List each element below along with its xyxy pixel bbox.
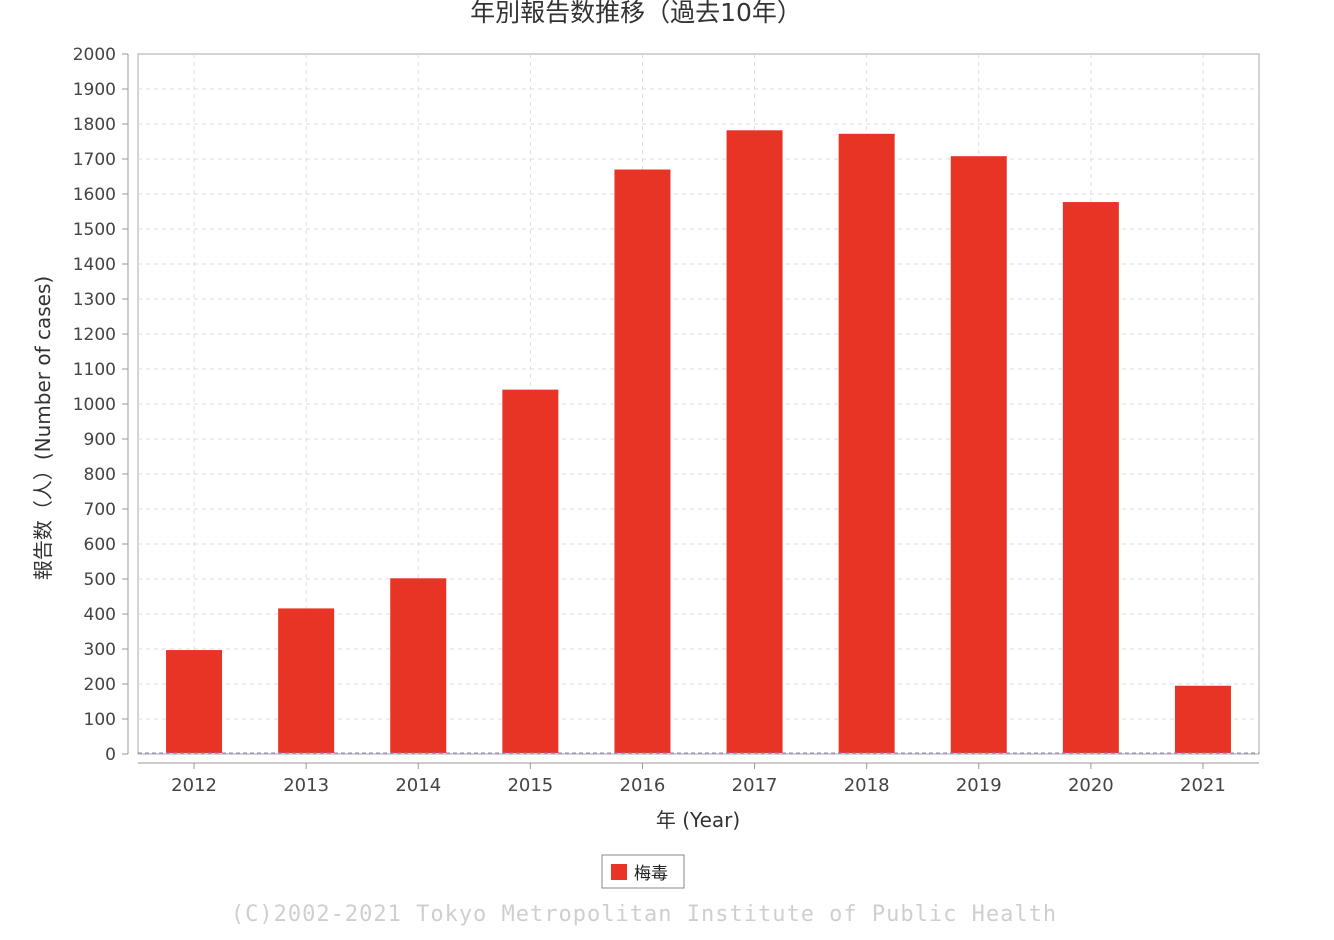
y-tick-label: 600 bbox=[84, 535, 116, 555]
y-tick-label: 1600 bbox=[73, 185, 116, 205]
y-tick-label: 1800 bbox=[73, 115, 116, 135]
bar-2017 bbox=[726, 130, 783, 754]
copyright-text: (C)2002-2021 Tokyo Metropolitan Institut… bbox=[231, 902, 1057, 927]
y-tick-label: 2000 bbox=[73, 45, 116, 65]
y-tick-label: 1700 bbox=[73, 150, 116, 170]
y-tick-label: 1100 bbox=[73, 360, 116, 380]
y-tick-label: 400 bbox=[84, 605, 116, 625]
x-tick-label: 2012 bbox=[171, 775, 217, 796]
y-tick-label: 1400 bbox=[73, 255, 116, 275]
y-tick-label: 1000 bbox=[73, 395, 116, 415]
y-axis: 0 100 200 300 400 500 600 700 800 900 1000 1100 1200… bbox=[73, 45, 128, 765]
x-axis-label: 年 (Year) bbox=[656, 808, 740, 832]
x-tick-label: 2016 bbox=[620, 775, 666, 796]
bar-2013 bbox=[278, 608, 335, 753]
x-axis: 2012 2013 2014 2015 2016 2017 2018 2019 2020 2021 bbox=[171, 763, 1226, 796]
bar-2012 bbox=[166, 650, 223, 753]
y-tick-label: 200 bbox=[84, 675, 116, 695]
x-tick-label: 2017 bbox=[732, 775, 778, 796]
x-tick-label: 2018 bbox=[844, 775, 890, 796]
x-tick-label: 2019 bbox=[956, 775, 1002, 796]
bar-2014 bbox=[390, 578, 447, 753]
y-axis-label: 報告数（人）(Number of cases) bbox=[31, 276, 55, 580]
x-tick-label: 2020 bbox=[1068, 775, 1114, 796]
x-tick-label: 2014 bbox=[395, 775, 441, 796]
y-tick-label: 1300 bbox=[73, 290, 116, 310]
chart-title: 年別報告数推移（過去10年） bbox=[470, 0, 802, 27]
y-tick-label: 700 bbox=[84, 500, 116, 520]
y-tick-label: 1200 bbox=[73, 325, 116, 345]
bar-2021 bbox=[1174, 685, 1231, 753]
bar-2018 bbox=[838, 133, 895, 754]
y-tick-label: 900 bbox=[84, 430, 116, 450]
x-tick-label: 2013 bbox=[283, 775, 329, 796]
bar-2020 bbox=[1062, 202, 1119, 754]
y-tick-label: 500 bbox=[84, 570, 116, 590]
y-tick-label: 0 bbox=[105, 745, 116, 765]
x-tick-label: 2015 bbox=[507, 775, 553, 796]
legend-label: 梅毒 bbox=[634, 864, 668, 884]
bar-2019 bbox=[950, 156, 1007, 753]
y-tick-label: 300 bbox=[84, 640, 116, 660]
bars bbox=[166, 130, 1231, 754]
y-tick-label: 100 bbox=[84, 710, 116, 730]
y-tick-label: 1500 bbox=[73, 220, 116, 240]
x-tick-label: 2021 bbox=[1180, 775, 1226, 796]
bar-2016 bbox=[614, 169, 671, 753]
legend: 梅毒 bbox=[601, 854, 685, 889]
y-tick-label: 800 bbox=[84, 465, 116, 485]
y-tick-label: 1900 bbox=[73, 80, 116, 100]
bar-2015 bbox=[502, 389, 559, 753]
legend-swatch bbox=[611, 864, 627, 880]
